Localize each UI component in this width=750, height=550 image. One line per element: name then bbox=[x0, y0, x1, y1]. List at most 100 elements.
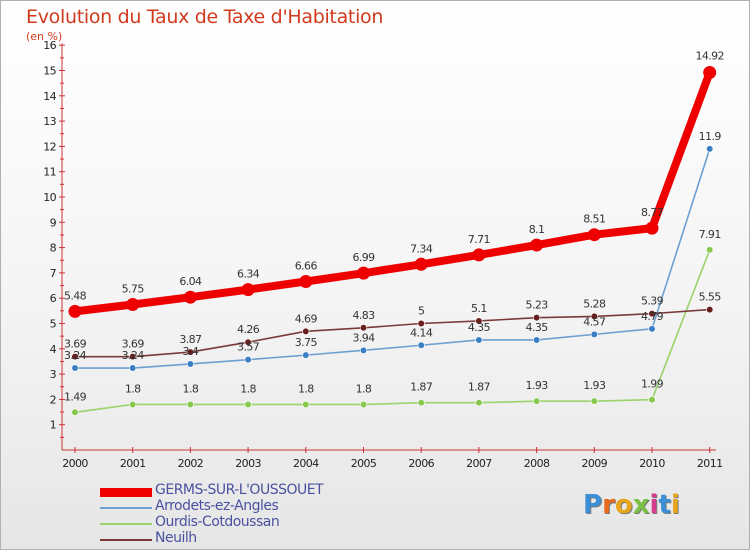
y-tick-label: 4 bbox=[50, 343, 57, 356]
logo-letter: x bbox=[632, 490, 650, 520]
data-label: 3.24 bbox=[122, 349, 145, 362]
series-points bbox=[68, 66, 717, 416]
data-point bbox=[359, 346, 368, 354]
data-label: 1.8 bbox=[356, 382, 372, 395]
logo-letter: r bbox=[602, 490, 615, 520]
legend-swatch bbox=[100, 523, 152, 525]
data-label: 3.69 bbox=[64, 338, 87, 351]
logo-letter: i bbox=[670, 490, 680, 520]
data-point bbox=[590, 397, 598, 405]
data-label: 1.93 bbox=[583, 379, 606, 392]
data-point bbox=[302, 327, 310, 335]
data-label: 3.69 bbox=[122, 338, 145, 351]
y-tick-label: 14 bbox=[43, 90, 56, 103]
data-point bbox=[532, 336, 541, 344]
data-label: 7.91 bbox=[699, 228, 721, 241]
data-point bbox=[590, 330, 598, 338]
data-point bbox=[302, 351, 310, 359]
data-point bbox=[244, 338, 252, 346]
x-tick-label: 2005 bbox=[351, 457, 377, 470]
data-point bbox=[417, 341, 425, 349]
x-tick-label: 2000 bbox=[62, 457, 88, 470]
data-label: 1.93 bbox=[526, 379, 549, 392]
data-point bbox=[475, 336, 483, 344]
series-line bbox=[74, 249, 711, 414]
data-point bbox=[186, 400, 194, 409]
data-point bbox=[129, 353, 137, 361]
x-tick-label: 2007 bbox=[466, 457, 492, 470]
legend-swatch bbox=[100, 488, 152, 497]
legend-label: GERMS-SUR-L'OUSSOUET bbox=[155, 482, 324, 498]
data-label: 5.75 bbox=[122, 283, 145, 296]
data-labels: 5.48 5.75 6.04 6.34 6.66 6.99 7.34 7.71 8.1 8.51 8… bbox=[64, 50, 725, 404]
data-label: 4.57 bbox=[583, 315, 606, 328]
data-label: 7.34 bbox=[410, 242, 433, 255]
legend-label: Arrodets-ez-Angles bbox=[155, 498, 279, 514]
data-point bbox=[71, 408, 79, 416]
data-label: 5.23 bbox=[526, 299, 549, 312]
data-point bbox=[244, 356, 252, 364]
data-label: 1.8 bbox=[240, 382, 256, 395]
data-label: 1.8 bbox=[125, 382, 141, 395]
data-point bbox=[186, 360, 194, 368]
data-label: 5.39 bbox=[641, 295, 664, 308]
data-point bbox=[703, 66, 717, 80]
y-tick-label: 5 bbox=[50, 318, 57, 331]
y-tick-label: 12 bbox=[43, 140, 56, 153]
y-tick-label: 3 bbox=[50, 368, 57, 381]
data-label: 1.87 bbox=[410, 381, 433, 394]
data-label: 1.8 bbox=[183, 382, 199, 395]
chart-subtitle: (en %) bbox=[26, 30, 63, 43]
data-point bbox=[475, 317, 483, 325]
data-point bbox=[241, 283, 255, 297]
data-point bbox=[645, 221, 659, 235]
logo-letter: i bbox=[649, 490, 659, 520]
data-point bbox=[475, 399, 483, 407]
y-tick-label: 9 bbox=[50, 216, 57, 229]
data-point bbox=[648, 310, 656, 318]
data-point bbox=[414, 257, 428, 271]
series-line bbox=[74, 308, 711, 358]
chart-title: Evolution du Taux de Taxe d'Habitation bbox=[26, 6, 384, 28]
data-point bbox=[68, 304, 82, 318]
data-point bbox=[299, 275, 313, 289]
data-label: 4.35 bbox=[468, 321, 491, 334]
data-point bbox=[129, 364, 137, 372]
data-point bbox=[587, 228, 601, 242]
data-point bbox=[530, 238, 544, 252]
x-tick-label: 2002 bbox=[178, 457, 204, 470]
data-label: 7.71 bbox=[468, 233, 490, 246]
x-tick-label: 2003 bbox=[235, 457, 261, 470]
data-label: 8.51 bbox=[583, 213, 605, 226]
data-point bbox=[129, 400, 137, 409]
legend-swatch bbox=[100, 507, 152, 509]
legend-label: Ourdis-Cotdoussan bbox=[155, 514, 280, 530]
data-point bbox=[359, 324, 368, 332]
data-point bbox=[302, 400, 310, 409]
data-point bbox=[417, 319, 425, 328]
data-label: 4.26 bbox=[237, 323, 260, 336]
legend-swatch bbox=[100, 539, 152, 541]
data-label: 4.69 bbox=[295, 312, 318, 325]
y-tick-label: 10 bbox=[43, 191, 56, 204]
data-point bbox=[472, 248, 486, 262]
x-tick-label: 2004 bbox=[293, 457, 319, 470]
x-tick-label: 2001 bbox=[120, 457, 146, 470]
data-point bbox=[706, 145, 714, 153]
data-point bbox=[183, 290, 197, 304]
data-label: 3.94 bbox=[352, 331, 375, 344]
data-point bbox=[706, 305, 714, 314]
data-label: 6.99 bbox=[352, 251, 375, 264]
data-point bbox=[532, 314, 541, 322]
logo-letter: o bbox=[614, 490, 633, 520]
data-point bbox=[359, 400, 368, 409]
data-point bbox=[590, 312, 598, 321]
data-label: 3.75 bbox=[295, 336, 318, 349]
y-tick-label: 1 bbox=[50, 419, 56, 432]
data-point bbox=[244, 400, 252, 409]
y-tick-label: 2 bbox=[50, 393, 56, 406]
data-point bbox=[648, 396, 656, 404]
y-tick-label: 6 bbox=[50, 292, 57, 305]
data-label: 1.87 bbox=[468, 381, 491, 394]
data-label: 5.1 bbox=[471, 302, 487, 315]
